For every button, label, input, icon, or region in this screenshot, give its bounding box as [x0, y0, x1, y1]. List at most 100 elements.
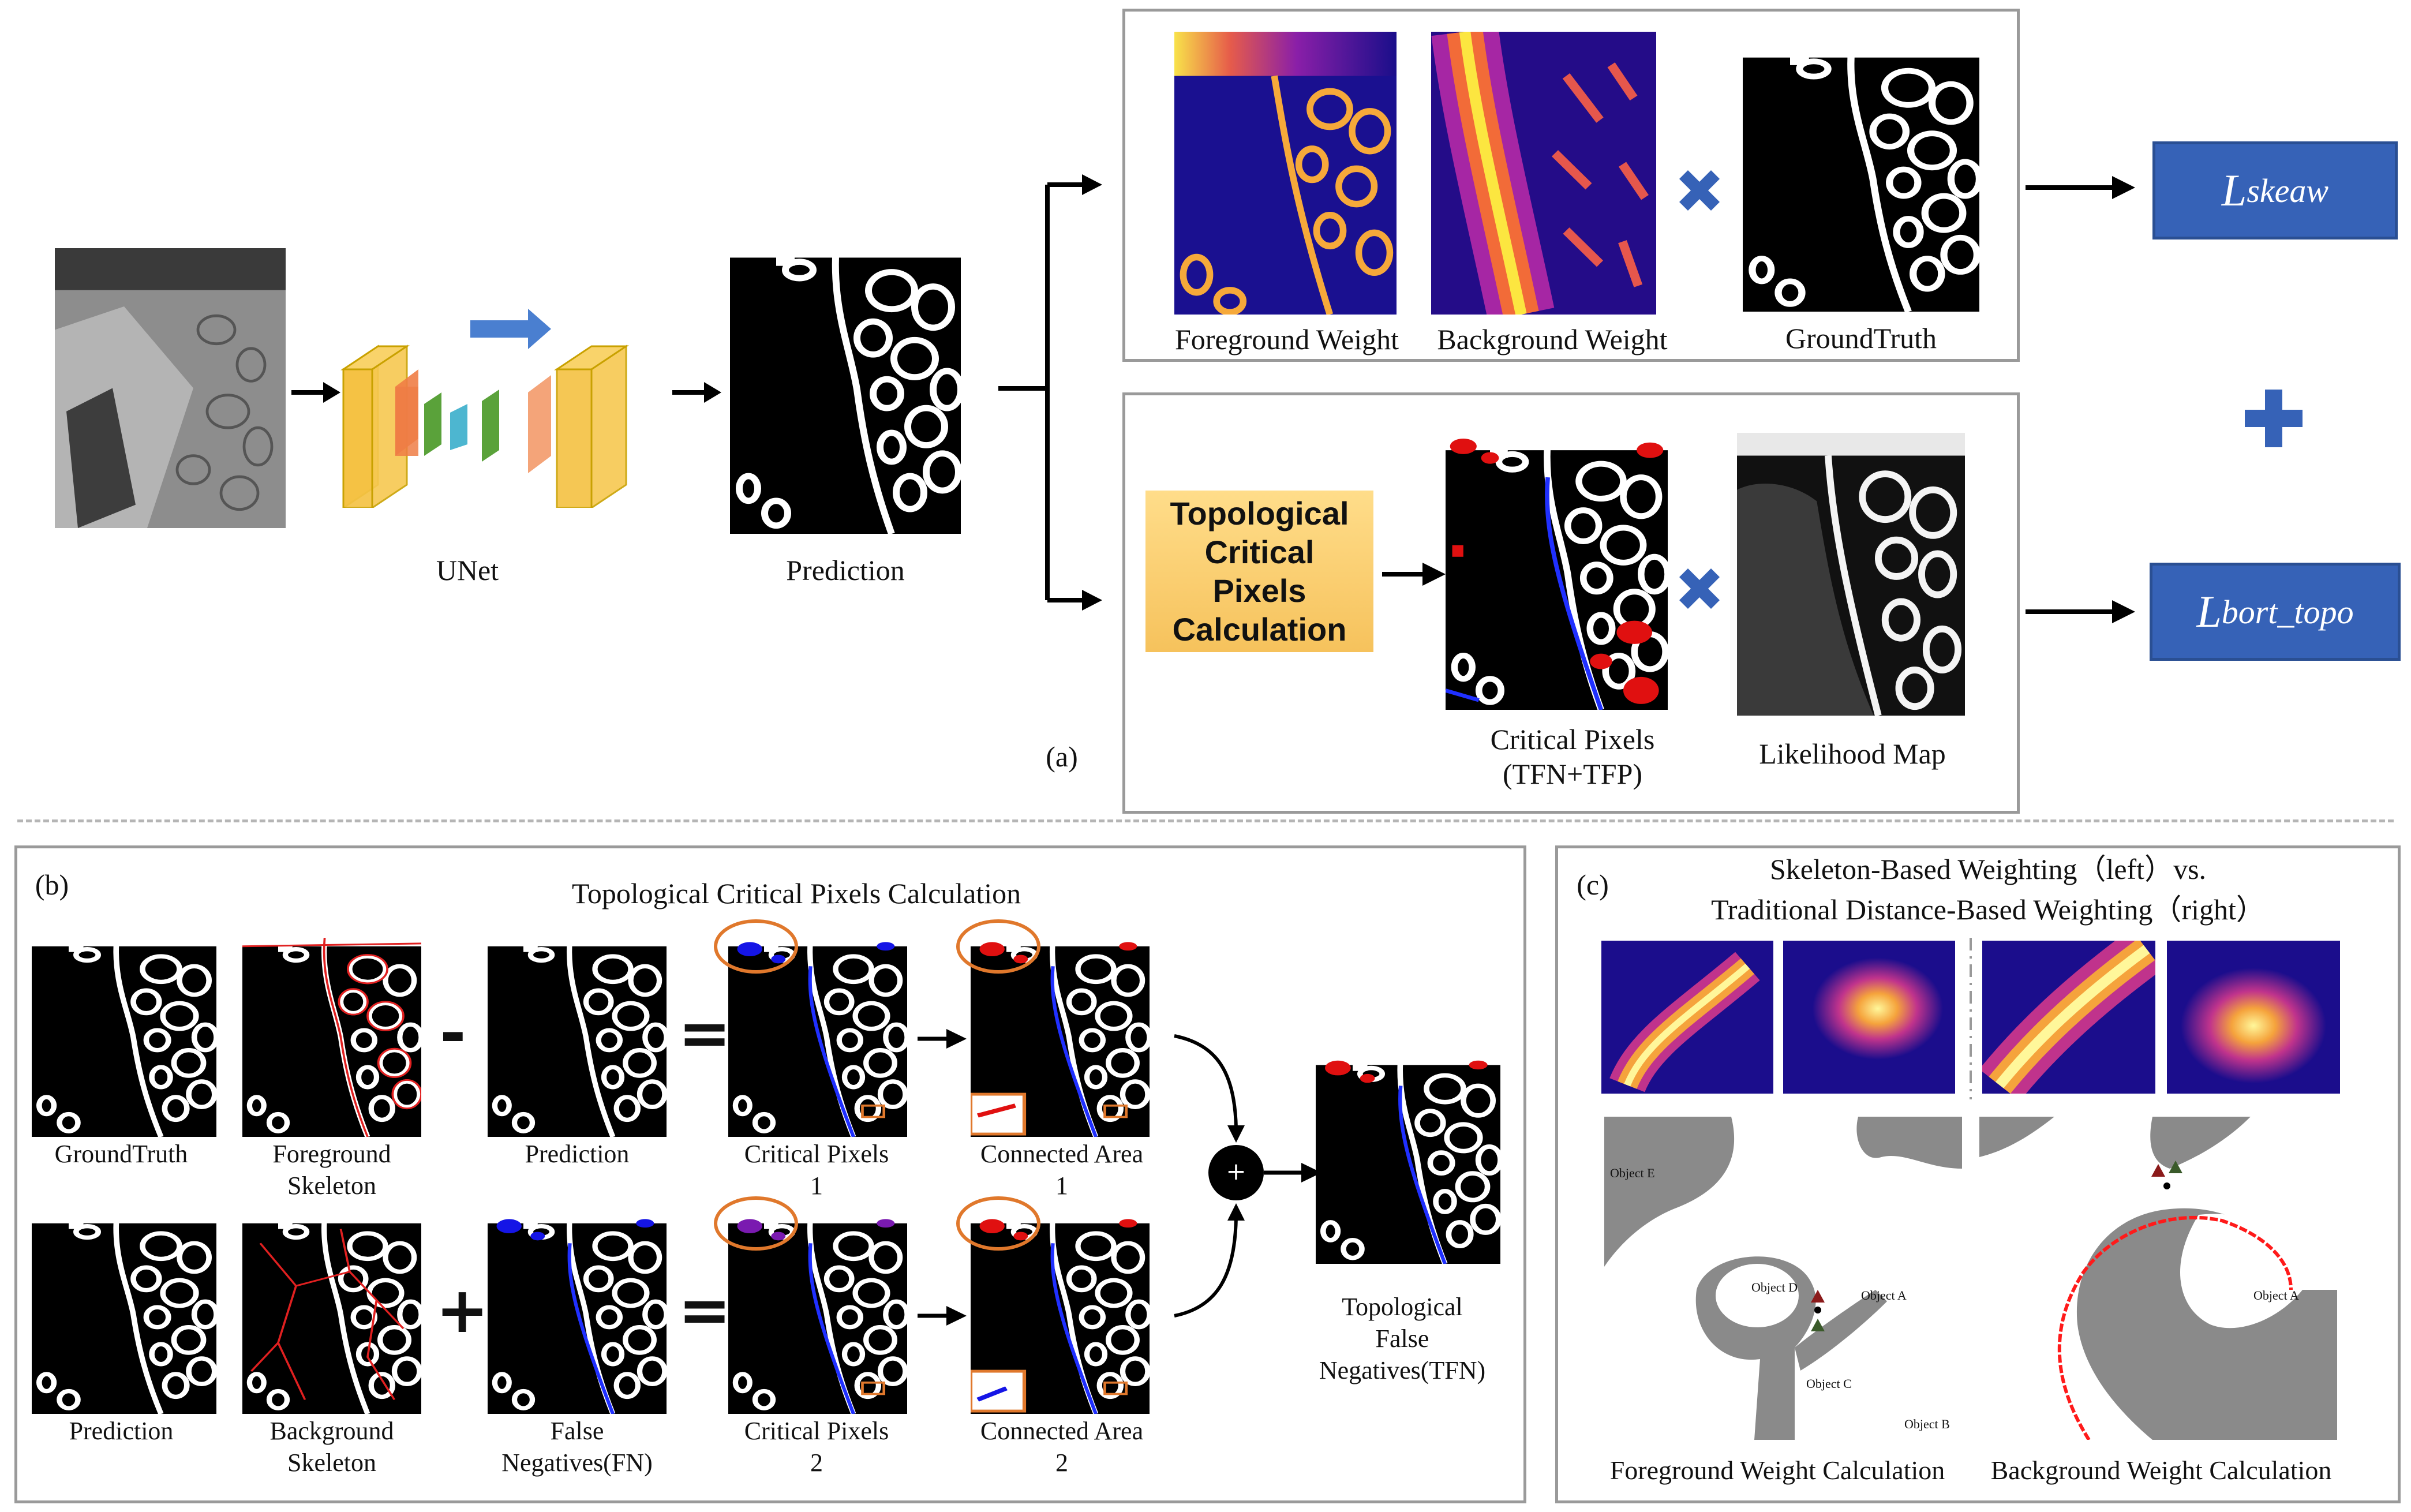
- topo-critical-pixels-box: Topological Critical Pixels Calculation: [1145, 491, 1373, 652]
- b-orange-circle-2: [956, 919, 1040, 974]
- likelihood-map-image: [1737, 433, 1965, 716]
- c-fg-calc-label: Foreground Weight Calculation: [1609, 1455, 1945, 1485]
- prediction-label: Prediction: [786, 554, 905, 586]
- c-heatmap-2: [1783, 941, 1955, 1094]
- panel-a-tag: (a): [1046, 740, 1078, 773]
- op-minus: -: [440, 996, 466, 1070]
- b-fn-label-2: Negatives(FN): [501, 1449, 653, 1477]
- multiply-icon-bottom: [1679, 568, 1720, 609]
- b-tfn-label-1: Topological: [1342, 1293, 1463, 1321]
- b-crit-label-1b: 1: [810, 1172, 823, 1200]
- section-divider: [17, 819, 2394, 822]
- b-circle-plus-symbol: +: [1226, 1157, 1246, 1185]
- c-background-calc-diagram: [1979, 1117, 2337, 1440]
- panel-b-title: Topological Critical Pixels Calculation: [571, 877, 1021, 910]
- b-background-skeleton-image: [242, 1215, 421, 1414]
- c-object-a-label: Object A: [1861, 1288, 1907, 1303]
- weighting-box: [1122, 9, 2020, 362]
- groundtruth-image: [1743, 46, 1979, 312]
- b-pred-label-1: Prediction: [525, 1140, 630, 1168]
- c-object-e-label: Object E: [1610, 1166, 1655, 1180]
- op-plus-row2: +: [436, 1273, 489, 1347]
- b-arrow-row1: [918, 1029, 967, 1049]
- c-object-b-label: Object B: [1904, 1417, 1950, 1431]
- foreground-weight-image: [1174, 32, 1397, 315]
- loss-skeaw-main: L: [2221, 165, 2247, 215]
- b-connected-area-1-image: [971, 938, 1150, 1137]
- b-groundtruth-image: [32, 938, 216, 1137]
- c-heatmap-1: [1601, 941, 1773, 1094]
- arrow-topo-to-critical: [1382, 563, 1446, 586]
- panel-c-title-2: Traditional Distance-Based Weighting（rig…: [1711, 893, 2265, 926]
- op-equal-2: =: [678, 1273, 732, 1347]
- c-object-d-label: Object D: [1751, 1280, 1798, 1294]
- b-pred-label-2: Prediction: [69, 1417, 174, 1445]
- unet-label: UNet: [436, 554, 499, 586]
- b-fg-skel-label-1: Foreground: [272, 1140, 391, 1168]
- b-foreground-skeleton-image: [242, 938, 421, 1137]
- c-heatmap-3: [1982, 941, 2155, 1094]
- b-critical-pixels-2-image: [728, 1215, 907, 1414]
- input-em-image: [55, 248, 286, 528]
- b-fg-skel-label-2: Skeleton: [287, 1172, 376, 1200]
- multiply-icon-top: [1679, 170, 1720, 211]
- background-weight-image: [1431, 32, 1656, 315]
- panel-b-box: [14, 845, 1526, 1503]
- b-gt-label: GroundTruth: [54, 1140, 188, 1168]
- background-weight-label: Background Weight: [1437, 323, 1668, 355]
- panel-c-tag: (c): [1577, 869, 1609, 901]
- b-fn-label-1: False: [550, 1417, 604, 1445]
- groundtruth-label: GroundTruth: [1785, 322, 1937, 354]
- loss-skeaw-sub: skeaw: [2247, 171, 2329, 209]
- critical-pixels-label-line1: Critical Pixels: [1490, 723, 1655, 755]
- b-prediction-image-2: [32, 1215, 216, 1414]
- b-crit-label-2b: 2: [810, 1449, 823, 1477]
- b-conn-label-1b: 1: [1055, 1172, 1068, 1200]
- loss-topo-main: L: [2196, 586, 2222, 637]
- b-conn-label-1a: Connected Area: [980, 1140, 1144, 1168]
- unet-diagram: [340, 309, 629, 508]
- b-crit-label-1a: Critical Pixels: [744, 1140, 889, 1168]
- op-equal-1: =: [678, 996, 732, 1070]
- b-tfn-label-3: Negatives(TFN): [1319, 1356, 1486, 1384]
- b-arrow-row2: [918, 1306, 967, 1326]
- panel-c-box: [1555, 845, 2401, 1503]
- arrow-unet-to-prediction: [672, 382, 721, 403]
- b-orange-circle-3: [714, 1196, 798, 1251]
- arrow-to-topo-loss: [2026, 600, 2135, 623]
- foreground-weight-label: Foreground Weight: [1174, 323, 1399, 355]
- branch-arrows: [998, 174, 1102, 611]
- c-object-c-label: Object C: [1806, 1376, 1852, 1391]
- b-merge-arrows: [1174, 1034, 1321, 1318]
- panel-c-title-1: Skeleton-Based Weighting（left）vs.: [1769, 853, 2207, 885]
- c-object-a-right-label: Object A: [2253, 1288, 2299, 1303]
- b-conn-label-2b: 2: [1055, 1449, 1068, 1477]
- b-prediction-image-1: [488, 938, 667, 1137]
- b-orange-circle-1: [714, 919, 798, 974]
- prediction-image: [730, 245, 961, 534]
- plus-icon-loss: [2245, 390, 2303, 447]
- b-bg-skel-label-2: Skeleton: [287, 1449, 376, 1477]
- arrow-input-to-unet: [291, 382, 340, 403]
- b-tfn-image: [1316, 1056, 1500, 1264]
- topology-box: [1122, 392, 2020, 814]
- likelihood-map-label: Likelihood Map: [1759, 738, 1946, 770]
- arrow-to-skeaw: [2026, 176, 2135, 199]
- b-crit-label-2a: Critical Pixels: [744, 1417, 889, 1445]
- c-bg-calc-label: Background Weight Calculation: [1990, 1455, 2332, 1485]
- loss-topo-sub: bort_topo: [2221, 593, 2354, 631]
- critical-pixels-image: [1446, 439, 1668, 710]
- b-orange-circle-4: [956, 1196, 1040, 1251]
- b-connected-area-2-image: [971, 1215, 1150, 1414]
- b-critical-pixels-1-image: [728, 938, 907, 1137]
- c-heatmap-4: [2167, 941, 2340, 1094]
- b-tfn-label-2: False: [1375, 1324, 1429, 1353]
- b-bg-skel-label-1: Background: [269, 1417, 394, 1445]
- c-foreground-calc-diagram: [1604, 1117, 1962, 1440]
- panel-b-tag: (b): [35, 869, 69, 901]
- c-dashdot-divider: [1970, 938, 1972, 1099]
- b-conn-label-2a: Connected Area: [980, 1417, 1144, 1445]
- b-false-negatives-image: [488, 1215, 667, 1414]
